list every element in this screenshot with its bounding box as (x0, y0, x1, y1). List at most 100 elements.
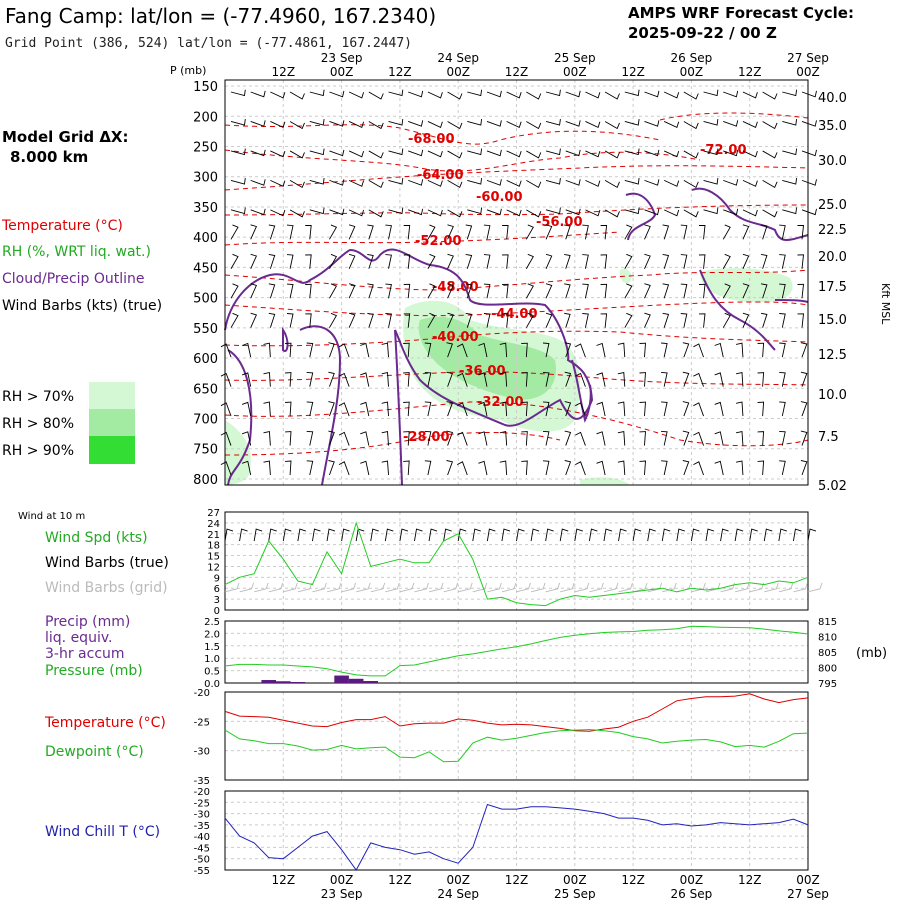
wind-barb-10-1 (241, 372, 252, 387)
wind-barb-4-29 (801, 208, 817, 216)
wind-barb-0-1 (250, 90, 266, 98)
wind-barb-2-18 (585, 150, 601, 158)
wind-barb-0-12 (467, 89, 483, 97)
grid-barb-39 (793, 582, 808, 593)
temp-contour-10 (224, 432, 561, 456)
wind-barb-1-16 (545, 119, 561, 126)
temp-label-8: -36.00 (459, 364, 506, 379)
grid-barb-11 (385, 582, 400, 593)
wind-barb-1-28 (782, 119, 798, 126)
wind-barb-2-10 (427, 150, 443, 158)
top-hour-6: 12Z (621, 65, 645, 79)
wind-barb-10-17 (564, 371, 572, 387)
wind-barb-10-24 (693, 372, 704, 387)
wind-barb-4-12 (467, 207, 483, 215)
precip-bar-1 (276, 681, 291, 683)
true-barb-14 (428, 528, 438, 542)
wind-barb-9-0 (220, 343, 232, 358)
wind-barb-13-20 (617, 460, 626, 476)
wind-barb-8-2 (268, 312, 276, 328)
cloud-outline-3 (299, 325, 342, 486)
wind-barb-3-29 (801, 179, 817, 186)
wind-barb-6-0 (230, 253, 239, 269)
wind-barb-9-16 (542, 342, 550, 358)
height-tick-7: 15.0 (818, 313, 847, 328)
height-tick-8: 12.5 (818, 348, 847, 363)
wind-barb-6-7 (367, 253, 374, 269)
wind-barb-12-7 (360, 431, 370, 446)
pressure-rtick-4: 795 (818, 679, 837, 690)
wind-barb-0-8 (388, 89, 404, 97)
rh-region-2 (225, 420, 251, 485)
wind-barb-6-14 (502, 254, 509, 269)
wind-barb-8-3 (286, 313, 294, 328)
wind-barb-9-8 (381, 342, 389, 358)
wind-barb-6-2 (268, 253, 276, 269)
wind-barb-4-27 (762, 209, 778, 218)
wind-barb-4-13 (486, 208, 502, 216)
wind-barb-5-12 (465, 224, 473, 240)
wind-barb-9-11 (446, 342, 453, 358)
wind-barb-4-11 (447, 209, 463, 218)
wind-barb-11-16 (542, 401, 550, 417)
wind-barb-12-15 (521, 431, 528, 446)
wind-barb-2-19 (604, 150, 620, 159)
wind-barb-9-5 (328, 342, 335, 358)
wind-barb-9-9 (403, 342, 410, 358)
wind-barb-1-10 (427, 121, 443, 129)
wind-barb-9-23 (682, 342, 690, 358)
wind-barb-13-17 (564, 460, 572, 476)
panel4-ytick-5: -45 (194, 843, 210, 854)
wind-barb-1-25 (723, 120, 739, 127)
grid-barb-30 (662, 582, 677, 593)
wind-barb-1-13 (486, 120, 502, 127)
wind-barb-8-21 (644, 312, 651, 328)
panel1-ytick-1: 24 (207, 519, 220, 530)
precip-bar-2 (290, 682, 306, 683)
wind-barb-7-1 (250, 283, 258, 299)
wind-barb-10-12 (456, 372, 468, 387)
wind-barb-2-4 (309, 148, 325, 156)
wind-barb-10-29 (800, 371, 808, 387)
wind-barb-4-25 (723, 208, 739, 216)
wind-barb-13-6 (338, 461, 350, 476)
wind-barb-1-0 (230, 119, 246, 126)
cloud-outline-4 (282, 326, 289, 352)
pressure-tick-3: 300 (193, 171, 218, 186)
wind-barb-2-3 (289, 150, 305, 159)
wind-barb-6-8 (385, 254, 392, 269)
grid-barb-15 (443, 582, 459, 593)
wind-barb-0-11 (447, 91, 463, 100)
temp-label-6: -44.00 (491, 307, 538, 322)
grid-barb-19 (501, 582, 517, 593)
height-axis-label: Kft MSL (879, 283, 892, 325)
wind-barb-10-8 (381, 372, 389, 387)
wind-barb-5-27 (760, 224, 768, 240)
pressure-axis-label: P (mb) (170, 64, 206, 77)
wind-barb-4-22 (663, 209, 680, 217)
true-barb-32 (690, 528, 700, 542)
wind-barb-9-12 (456, 343, 468, 358)
wind-barb-9-13 (478, 342, 488, 358)
wind-barb-1-23 (683, 121, 699, 130)
wind-barb-1-8 (388, 119, 404, 126)
wind-barb-11-25 (714, 401, 724, 417)
wind-barb-7-25 (722, 283, 731, 299)
wind-barb-5-20 (624, 224, 633, 240)
cloud-outline-6 (691, 187, 809, 241)
wind-barb-9-22 (661, 342, 668, 358)
height-tick-5: 20.0 (818, 250, 847, 265)
wind-barb-12-4 (306, 430, 314, 446)
wind-barb-12-23 (682, 430, 690, 446)
wind-barb-6-11 (447, 253, 454, 269)
wind-barb-3-27 (762, 179, 778, 189)
wind-barb-10-0 (220, 372, 232, 387)
wind-barb-11-20 (617, 401, 626, 417)
wind-barb-2-7 (368, 150, 384, 159)
wind-barb-6-24 (698, 254, 706, 269)
wind-barb-0-6 (348, 91, 365, 99)
wind-barb-11-13 (478, 401, 488, 417)
wind-barb-13-10 (424, 460, 432, 476)
wind-barb-6-10 (427, 253, 436, 269)
bottom-hour-2: 12Z (388, 873, 412, 887)
